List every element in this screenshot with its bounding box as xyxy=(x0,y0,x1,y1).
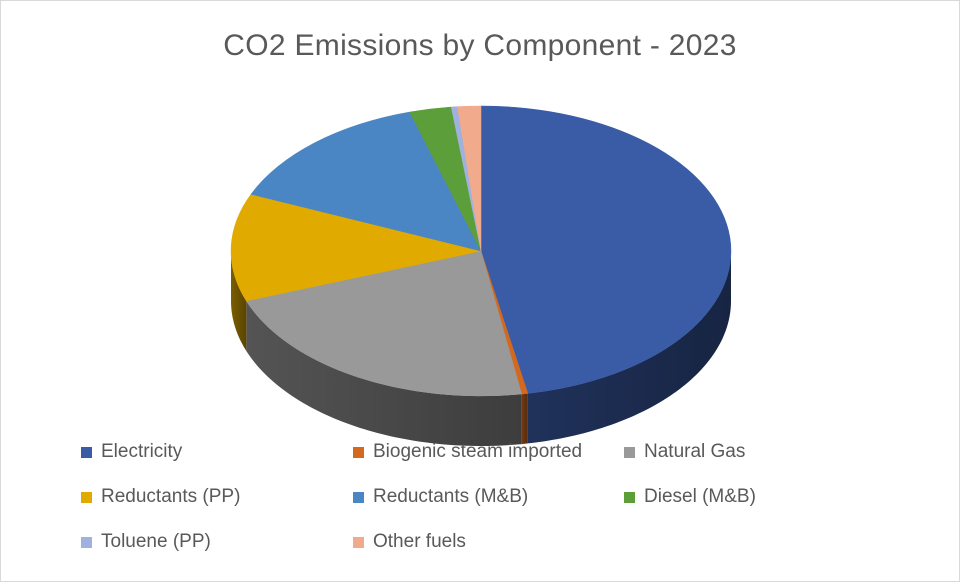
legend-label: Electricity xyxy=(101,441,183,462)
legend-label: Other fuels xyxy=(373,531,466,552)
slice-side-reductants-pp xyxy=(231,251,247,351)
legend-swatch xyxy=(81,446,92,458)
legend-item-electricity: Electricity xyxy=(81,441,182,463)
legend-label: Reductants (M&B) xyxy=(373,486,529,507)
legend-item-biogenic-steam: Biogenic steam imported xyxy=(353,441,582,463)
legend-label: Toluene (PP) xyxy=(101,531,211,552)
legend-item-other-fuels: Other fuels xyxy=(353,531,466,553)
legend-swatch xyxy=(353,536,364,548)
legend-item-natural-gas: Natural Gas xyxy=(624,441,745,463)
chart-title: CO2 Emissions by Component - 2023 xyxy=(223,29,737,62)
slice-reductants-m-b xyxy=(250,111,482,252)
legend-label: Biogenic steam imported xyxy=(373,441,583,462)
legend-swatch xyxy=(353,446,364,458)
legend-item-toluene-pp: Toluene (PP) xyxy=(81,531,211,553)
legend-label: Diesel (M&B) xyxy=(644,486,756,507)
legend-item-reductants-mb: Reductants (M&B) xyxy=(353,486,528,508)
legend-swatch xyxy=(624,491,635,503)
slice-natural-gas xyxy=(245,250,522,397)
slice-reductants-pp xyxy=(230,193,482,302)
legend-label: Reductants (PP) xyxy=(101,486,241,507)
slice-electricity xyxy=(480,105,732,394)
legend-swatch xyxy=(81,491,92,503)
slice-side-electricity xyxy=(527,251,731,444)
legend-item-diesel-mb: Diesel (M&B) xyxy=(624,486,756,508)
legend-label: Natural Gas xyxy=(644,441,746,462)
legend-swatch xyxy=(81,536,92,548)
legend-item-reductants-pp: Reductants (PP) xyxy=(81,486,240,508)
slice-side-natural-gas xyxy=(246,300,522,446)
slice-side-biogenic-steam-imported xyxy=(521,393,528,445)
slice-other-fuels xyxy=(457,105,482,252)
legend-swatch xyxy=(624,446,635,458)
legend-swatch xyxy=(353,491,364,503)
